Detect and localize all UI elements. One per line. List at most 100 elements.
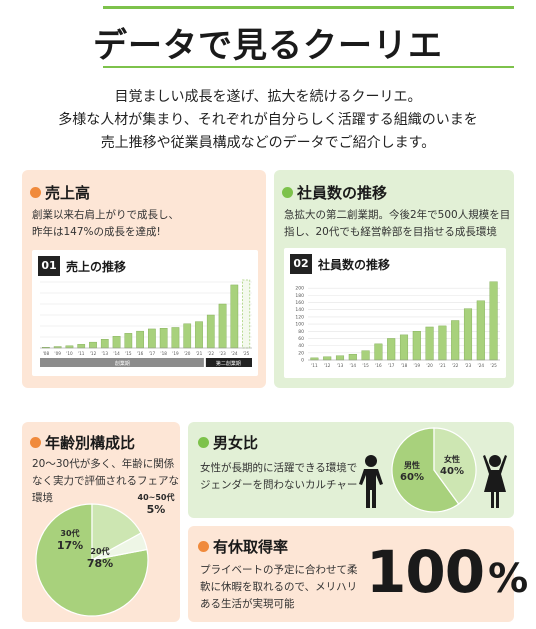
pie-label: 女性: [444, 454, 460, 464]
sales-desc-line: 昨年は147%の成長を達成!: [32, 226, 161, 238]
tick-label: '25: [490, 363, 497, 368]
tick-label: '17: [388, 363, 395, 368]
tick-label: '16: [375, 363, 382, 368]
sales-chart-title: 売上の推移: [66, 259, 127, 274]
y-tick-label: 20: [298, 350, 304, 356]
bar: [112, 336, 121, 349]
bar: [100, 338, 109, 349]
sales-chart-number: 01: [38, 256, 60, 276]
bar: [399, 334, 409, 361]
tick-label: '19: [414, 363, 421, 368]
bar: [136, 330, 144, 349]
bar: [412, 331, 421, 361]
leave-title: 有休取得率: [198, 536, 288, 557]
tick-label: '14: [113, 351, 120, 356]
pie-label: 40%: [440, 466, 464, 477]
bar: [171, 327, 180, 349]
tick-label: '11: [78, 351, 85, 356]
tick-label: '12: [324, 363, 331, 368]
period-bar-second: [205, 358, 252, 367]
bullet-dot-icon: [282, 187, 293, 198]
bar: [310, 357, 319, 361]
age-title-text: 年齢別構成比: [45, 434, 136, 452]
bar: [361, 350, 370, 361]
bar: [387, 338, 396, 361]
gender-title: 男女比: [198, 432, 258, 453]
sales-chart-head: 01 売上の推移: [38, 256, 126, 276]
pie-label: 5%: [147, 503, 166, 516]
female-figure-icon: [483, 455, 507, 508]
bar: [148, 328, 156, 349]
bar: [438, 325, 447, 361]
tick-label: '24: [478, 363, 485, 368]
employees-chart-title: 社員数の推移: [318, 257, 391, 272]
employees-title-text: 社員数の推移: [297, 184, 388, 202]
bar: [451, 320, 460, 361]
bullet-dot-icon: [198, 437, 209, 448]
bar: [230, 284, 239, 349]
sales-card: 売上高 創業以来右肩上がりで成長し、 昨年は147%の成長を達成! 01 売上の…: [22, 170, 266, 388]
y-tick-label: 180: [295, 293, 304, 299]
bar-future: [242, 279, 251, 349]
tick-label: '16: [137, 351, 144, 356]
period-bar-early: [40, 358, 204, 367]
tick-label: '13: [337, 363, 344, 368]
bullet-dot-icon: [30, 437, 41, 448]
age-desc: 20～30代が多く、年齢に関係 なく実力で評価されるフェアな 環境: [32, 456, 179, 507]
employees-chart-head: 02 社員数の推移: [290, 254, 390, 274]
header-top-rule: [103, 6, 514, 9]
gender-desc-line: ジェンダーを問わないカルチャー: [200, 479, 358, 491]
header-bottom-rule: [103, 66, 514, 68]
pie-label: 20代: [90, 546, 109, 556]
y-tick-label: 0: [301, 358, 304, 364]
tick-label: '15: [125, 351, 132, 356]
employees-title: 社員数の推移: [282, 182, 387, 203]
tick-label: '24: [231, 351, 238, 356]
bar: [195, 321, 203, 349]
leave-percentage: 100%: [366, 538, 528, 606]
bar: [77, 344, 86, 349]
leave-card: 有休取得率 プライベートの予定に合わせて柔 軟に休暇を取れるので、メリハリ ある…: [188, 526, 528, 622]
bar: [89, 341, 97, 349]
sales-desc: 創業以来右肩上がりで成長し、 昨年は147%の成長を達成!: [32, 207, 179, 241]
intro-line: 売上推移や従業員構成などのデータでご紹介します。: [100, 135, 436, 151]
bar: [374, 343, 383, 361]
age-desc-line: なく実力で評価されるフェアな: [32, 475, 179, 487]
tick-label: '13: [102, 351, 109, 356]
intro-line: 多様な人材が集まり、それぞれが自分らしく活躍する組織のいまを: [58, 112, 478, 128]
gender-desc: 女性が長期的に活躍できる環境で ジェンダーを問わないカルチャー: [200, 460, 357, 494]
y-tick-label: 200: [295, 286, 304, 292]
y-tick-label: 100: [295, 322, 304, 328]
tick-label: '23: [219, 351, 226, 356]
employees-desc: 急拡大の第二創業期。今後2年で500人規模を目 指し、20代でも経営幹部を目指せ…: [284, 207, 510, 241]
leave-desc: プライベートの予定に合わせて柔 軟に休暇を取れるので、メリハリ ある生活が実現可…: [200, 562, 358, 613]
y-tick-label: 40: [298, 343, 304, 349]
bar: [425, 326, 434, 361]
tick-label: '18: [160, 351, 167, 356]
tick-label: '25: [243, 351, 250, 356]
tick-label: '22: [452, 363, 459, 368]
tick-label: '22: [208, 351, 215, 356]
age-desc-line: 20～30代が多く、年齢に関係: [32, 458, 175, 470]
tick-label: '12: [90, 351, 97, 356]
pie-label: 17%: [57, 539, 83, 552]
tick-label: '20: [184, 351, 191, 356]
tick-label: '09: [54, 351, 61, 356]
employees-chart-number: 02: [290, 254, 312, 274]
bar: [489, 281, 498, 361]
intro-text: 目覚ましい成長を遂げ、拡大を続けるクーリエ。 多様な人材が集まり、それぞれが自分…: [0, 86, 536, 155]
bullet-dot-icon: [30, 187, 41, 198]
age-desc-line: 環境: [32, 492, 53, 504]
employees-chart-box: 02 社員数の推移 0 20 40 60 80 100 120 140 160 180 200'11…: [284, 248, 506, 378]
leave-desc-line: 軟に休暇を取れるので、メリハリ: [200, 581, 358, 593]
bar: [335, 355, 345, 361]
bar: [463, 308, 473, 361]
tick-label: '21: [439, 363, 446, 368]
bar: [65, 345, 74, 349]
page-title: データで見るクーリエ: [93, 26, 443, 66]
tick-label: '10: [66, 351, 73, 356]
bar: [476, 300, 485, 361]
bar: [183, 323, 192, 349]
period-label-second: 第二創業期: [216, 360, 241, 367]
bar: [206, 314, 215, 349]
